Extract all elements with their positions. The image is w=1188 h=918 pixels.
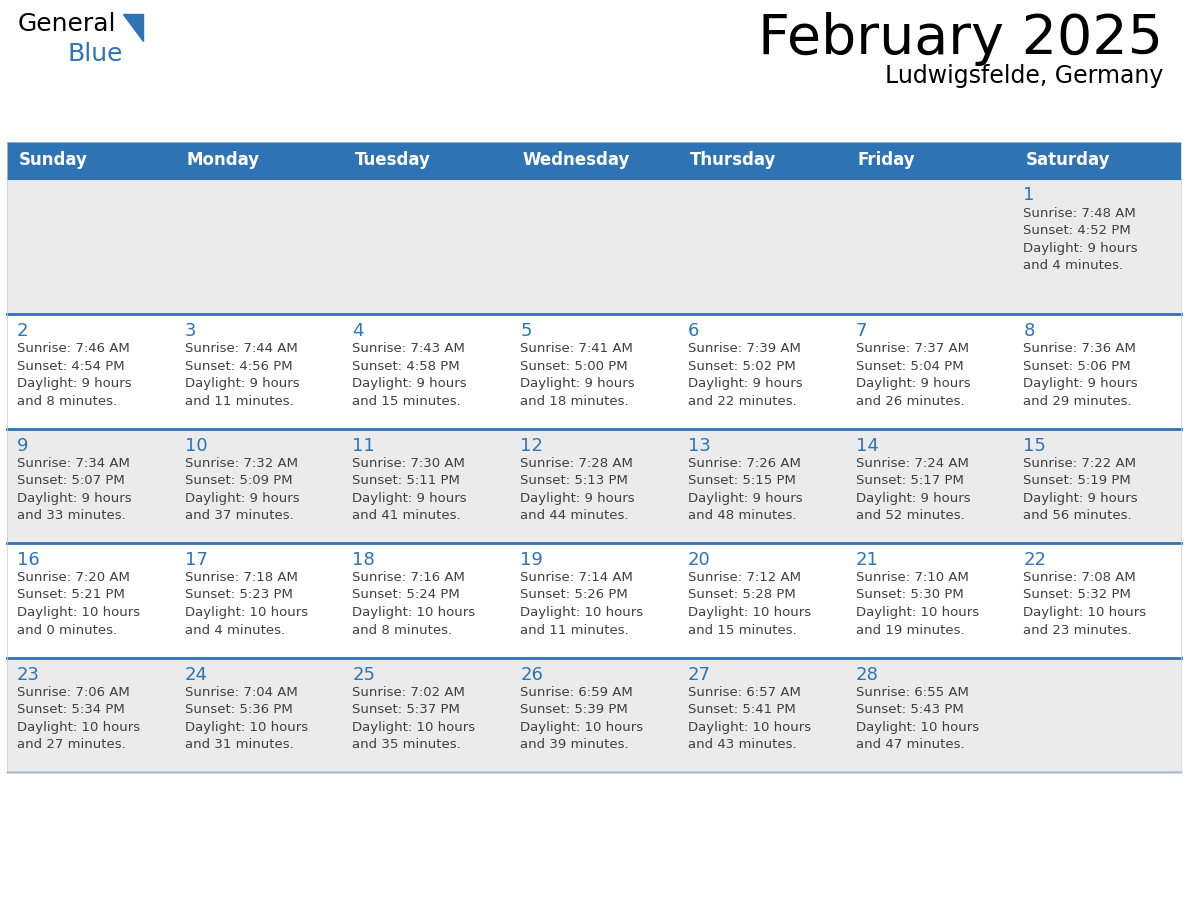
Text: Monday: Monday <box>187 151 260 169</box>
Text: General: General <box>18 12 116 36</box>
Text: Sunrise: 7:41 AM
Sunset: 5:00 PM
Daylight: 9 hours
and 18 minutes.: Sunrise: 7:41 AM Sunset: 5:00 PM Dayligh… <box>520 342 634 408</box>
Text: Sunrise: 6:59 AM
Sunset: 5:39 PM
Daylight: 10 hours
and 39 minutes.: Sunrise: 6:59 AM Sunset: 5:39 PM Dayligh… <box>520 686 643 751</box>
Text: 17: 17 <box>184 551 208 569</box>
Text: Sunrise: 7:34 AM
Sunset: 5:07 PM
Daylight: 9 hours
and 33 minutes.: Sunrise: 7:34 AM Sunset: 5:07 PM Dayligh… <box>17 456 132 522</box>
Text: 16: 16 <box>17 551 39 569</box>
Text: 27: 27 <box>688 666 710 684</box>
Text: Sunday: Sunday <box>19 151 88 169</box>
Text: Sunrise: 7:16 AM
Sunset: 5:24 PM
Daylight: 10 hours
and 8 minutes.: Sunrise: 7:16 AM Sunset: 5:24 PM Dayligh… <box>353 571 475 636</box>
Text: Sunrise: 7:04 AM
Sunset: 5:36 PM
Daylight: 10 hours
and 31 minutes.: Sunrise: 7:04 AM Sunset: 5:36 PM Dayligh… <box>184 686 308 751</box>
Bar <box>7 178 1181 314</box>
Text: 20: 20 <box>688 551 710 569</box>
Text: 22: 22 <box>1023 551 1047 569</box>
Text: Blue: Blue <box>68 42 124 66</box>
Text: February 2025: February 2025 <box>758 12 1163 66</box>
Text: 24: 24 <box>184 666 208 684</box>
Text: Sunrise: 7:06 AM
Sunset: 5:34 PM
Daylight: 10 hours
and 27 minutes.: Sunrise: 7:06 AM Sunset: 5:34 PM Dayligh… <box>17 686 140 751</box>
Text: Sunrise: 7:39 AM
Sunset: 5:02 PM
Daylight: 9 hours
and 22 minutes.: Sunrise: 7:39 AM Sunset: 5:02 PM Dayligh… <box>688 342 802 408</box>
Text: Sunrise: 7:24 AM
Sunset: 5:17 PM
Daylight: 9 hours
and 52 minutes.: Sunrise: 7:24 AM Sunset: 5:17 PM Dayligh… <box>855 456 971 522</box>
Text: 18: 18 <box>353 551 375 569</box>
Text: 13: 13 <box>688 436 710 454</box>
Text: 9: 9 <box>17 436 29 454</box>
Text: Sunrise: 7:26 AM
Sunset: 5:15 PM
Daylight: 9 hours
and 48 minutes.: Sunrise: 7:26 AM Sunset: 5:15 PM Dayligh… <box>688 456 802 522</box>
Text: Sunrise: 7:22 AM
Sunset: 5:19 PM
Daylight: 9 hours
and 56 minutes.: Sunrise: 7:22 AM Sunset: 5:19 PM Dayligh… <box>1023 456 1138 522</box>
Text: 5: 5 <box>520 322 532 340</box>
Text: Sunrise: 7:02 AM
Sunset: 5:37 PM
Daylight: 10 hours
and 35 minutes.: Sunrise: 7:02 AM Sunset: 5:37 PM Dayligh… <box>353 686 475 751</box>
Text: Sunrise: 7:37 AM
Sunset: 5:04 PM
Daylight: 9 hours
and 26 minutes.: Sunrise: 7:37 AM Sunset: 5:04 PM Dayligh… <box>855 342 971 408</box>
Bar <box>7 314 1181 429</box>
Text: Tuesday: Tuesday <box>354 151 430 169</box>
Text: Friday: Friday <box>858 151 915 169</box>
Text: Sunrise: 7:12 AM
Sunset: 5:28 PM
Daylight: 10 hours
and 15 minutes.: Sunrise: 7:12 AM Sunset: 5:28 PM Dayligh… <box>688 571 811 636</box>
Text: Sunrise: 7:36 AM
Sunset: 5:06 PM
Daylight: 9 hours
and 29 minutes.: Sunrise: 7:36 AM Sunset: 5:06 PM Dayligh… <box>1023 342 1138 408</box>
Text: Sunrise: 7:32 AM
Sunset: 5:09 PM
Daylight: 9 hours
and 37 minutes.: Sunrise: 7:32 AM Sunset: 5:09 PM Dayligh… <box>184 456 299 522</box>
Text: 25: 25 <box>353 666 375 684</box>
Text: Wednesday: Wednesday <box>523 151 630 169</box>
Text: Ludwigsfelde, Germany: Ludwigsfelde, Germany <box>885 64 1163 88</box>
Text: 4: 4 <box>353 322 364 340</box>
Text: 2: 2 <box>17 322 29 340</box>
Text: Sunrise: 7:46 AM
Sunset: 4:54 PM
Daylight: 9 hours
and 8 minutes.: Sunrise: 7:46 AM Sunset: 4:54 PM Dayligh… <box>17 342 132 408</box>
Text: Sunrise: 7:18 AM
Sunset: 5:23 PM
Daylight: 10 hours
and 4 minutes.: Sunrise: 7:18 AM Sunset: 5:23 PM Dayligh… <box>184 571 308 636</box>
Text: Sunrise: 7:44 AM
Sunset: 4:56 PM
Daylight: 9 hours
and 11 minutes.: Sunrise: 7:44 AM Sunset: 4:56 PM Dayligh… <box>184 342 299 408</box>
Text: 15: 15 <box>1023 436 1047 454</box>
Polygon shape <box>124 14 143 41</box>
Text: 12: 12 <box>520 436 543 454</box>
Text: Sunrise: 7:08 AM
Sunset: 5:32 PM
Daylight: 10 hours
and 23 minutes.: Sunrise: 7:08 AM Sunset: 5:32 PM Dayligh… <box>1023 571 1146 636</box>
Text: Sunrise: 7:30 AM
Sunset: 5:11 PM
Daylight: 9 hours
and 41 minutes.: Sunrise: 7:30 AM Sunset: 5:11 PM Dayligh… <box>353 456 467 522</box>
Text: 10: 10 <box>184 436 208 454</box>
Bar <box>7 142 1181 178</box>
Text: Sunrise: 6:55 AM
Sunset: 5:43 PM
Daylight: 10 hours
and 47 minutes.: Sunrise: 6:55 AM Sunset: 5:43 PM Dayligh… <box>855 686 979 751</box>
Text: Sunrise: 7:43 AM
Sunset: 4:58 PM
Daylight: 9 hours
and 15 minutes.: Sunrise: 7:43 AM Sunset: 4:58 PM Dayligh… <box>353 342 467 408</box>
Bar <box>7 657 1181 772</box>
Text: Thursday: Thursday <box>690 151 776 169</box>
Bar <box>7 543 1181 657</box>
Text: 21: 21 <box>855 551 878 569</box>
Text: Sunrise: 7:10 AM
Sunset: 5:30 PM
Daylight: 10 hours
and 19 minutes.: Sunrise: 7:10 AM Sunset: 5:30 PM Dayligh… <box>855 571 979 636</box>
Text: 8: 8 <box>1023 322 1035 340</box>
Text: 23: 23 <box>17 666 40 684</box>
Text: Sunrise: 6:57 AM
Sunset: 5:41 PM
Daylight: 10 hours
and 43 minutes.: Sunrise: 6:57 AM Sunset: 5:41 PM Dayligh… <box>688 686 811 751</box>
Text: 1: 1 <box>1023 186 1035 205</box>
Text: 3: 3 <box>184 322 196 340</box>
Text: Sunrise: 7:48 AM
Sunset: 4:52 PM
Daylight: 9 hours
and 4 minutes.: Sunrise: 7:48 AM Sunset: 4:52 PM Dayligh… <box>1023 207 1138 272</box>
Text: Sunrise: 7:20 AM
Sunset: 5:21 PM
Daylight: 10 hours
and 0 minutes.: Sunrise: 7:20 AM Sunset: 5:21 PM Dayligh… <box>17 571 140 636</box>
Bar <box>7 142 1181 772</box>
Text: 26: 26 <box>520 666 543 684</box>
Text: 19: 19 <box>520 551 543 569</box>
Text: 14: 14 <box>855 436 878 454</box>
Text: 11: 11 <box>353 436 375 454</box>
Text: Saturday: Saturday <box>1025 151 1110 169</box>
Text: 6: 6 <box>688 322 700 340</box>
Text: 28: 28 <box>855 666 878 684</box>
Text: 7: 7 <box>855 322 867 340</box>
Bar <box>7 429 1181 543</box>
Text: Sunrise: 7:28 AM
Sunset: 5:13 PM
Daylight: 9 hours
and 44 minutes.: Sunrise: 7:28 AM Sunset: 5:13 PM Dayligh… <box>520 456 634 522</box>
Text: Sunrise: 7:14 AM
Sunset: 5:26 PM
Daylight: 10 hours
and 11 minutes.: Sunrise: 7:14 AM Sunset: 5:26 PM Dayligh… <box>520 571 643 636</box>
